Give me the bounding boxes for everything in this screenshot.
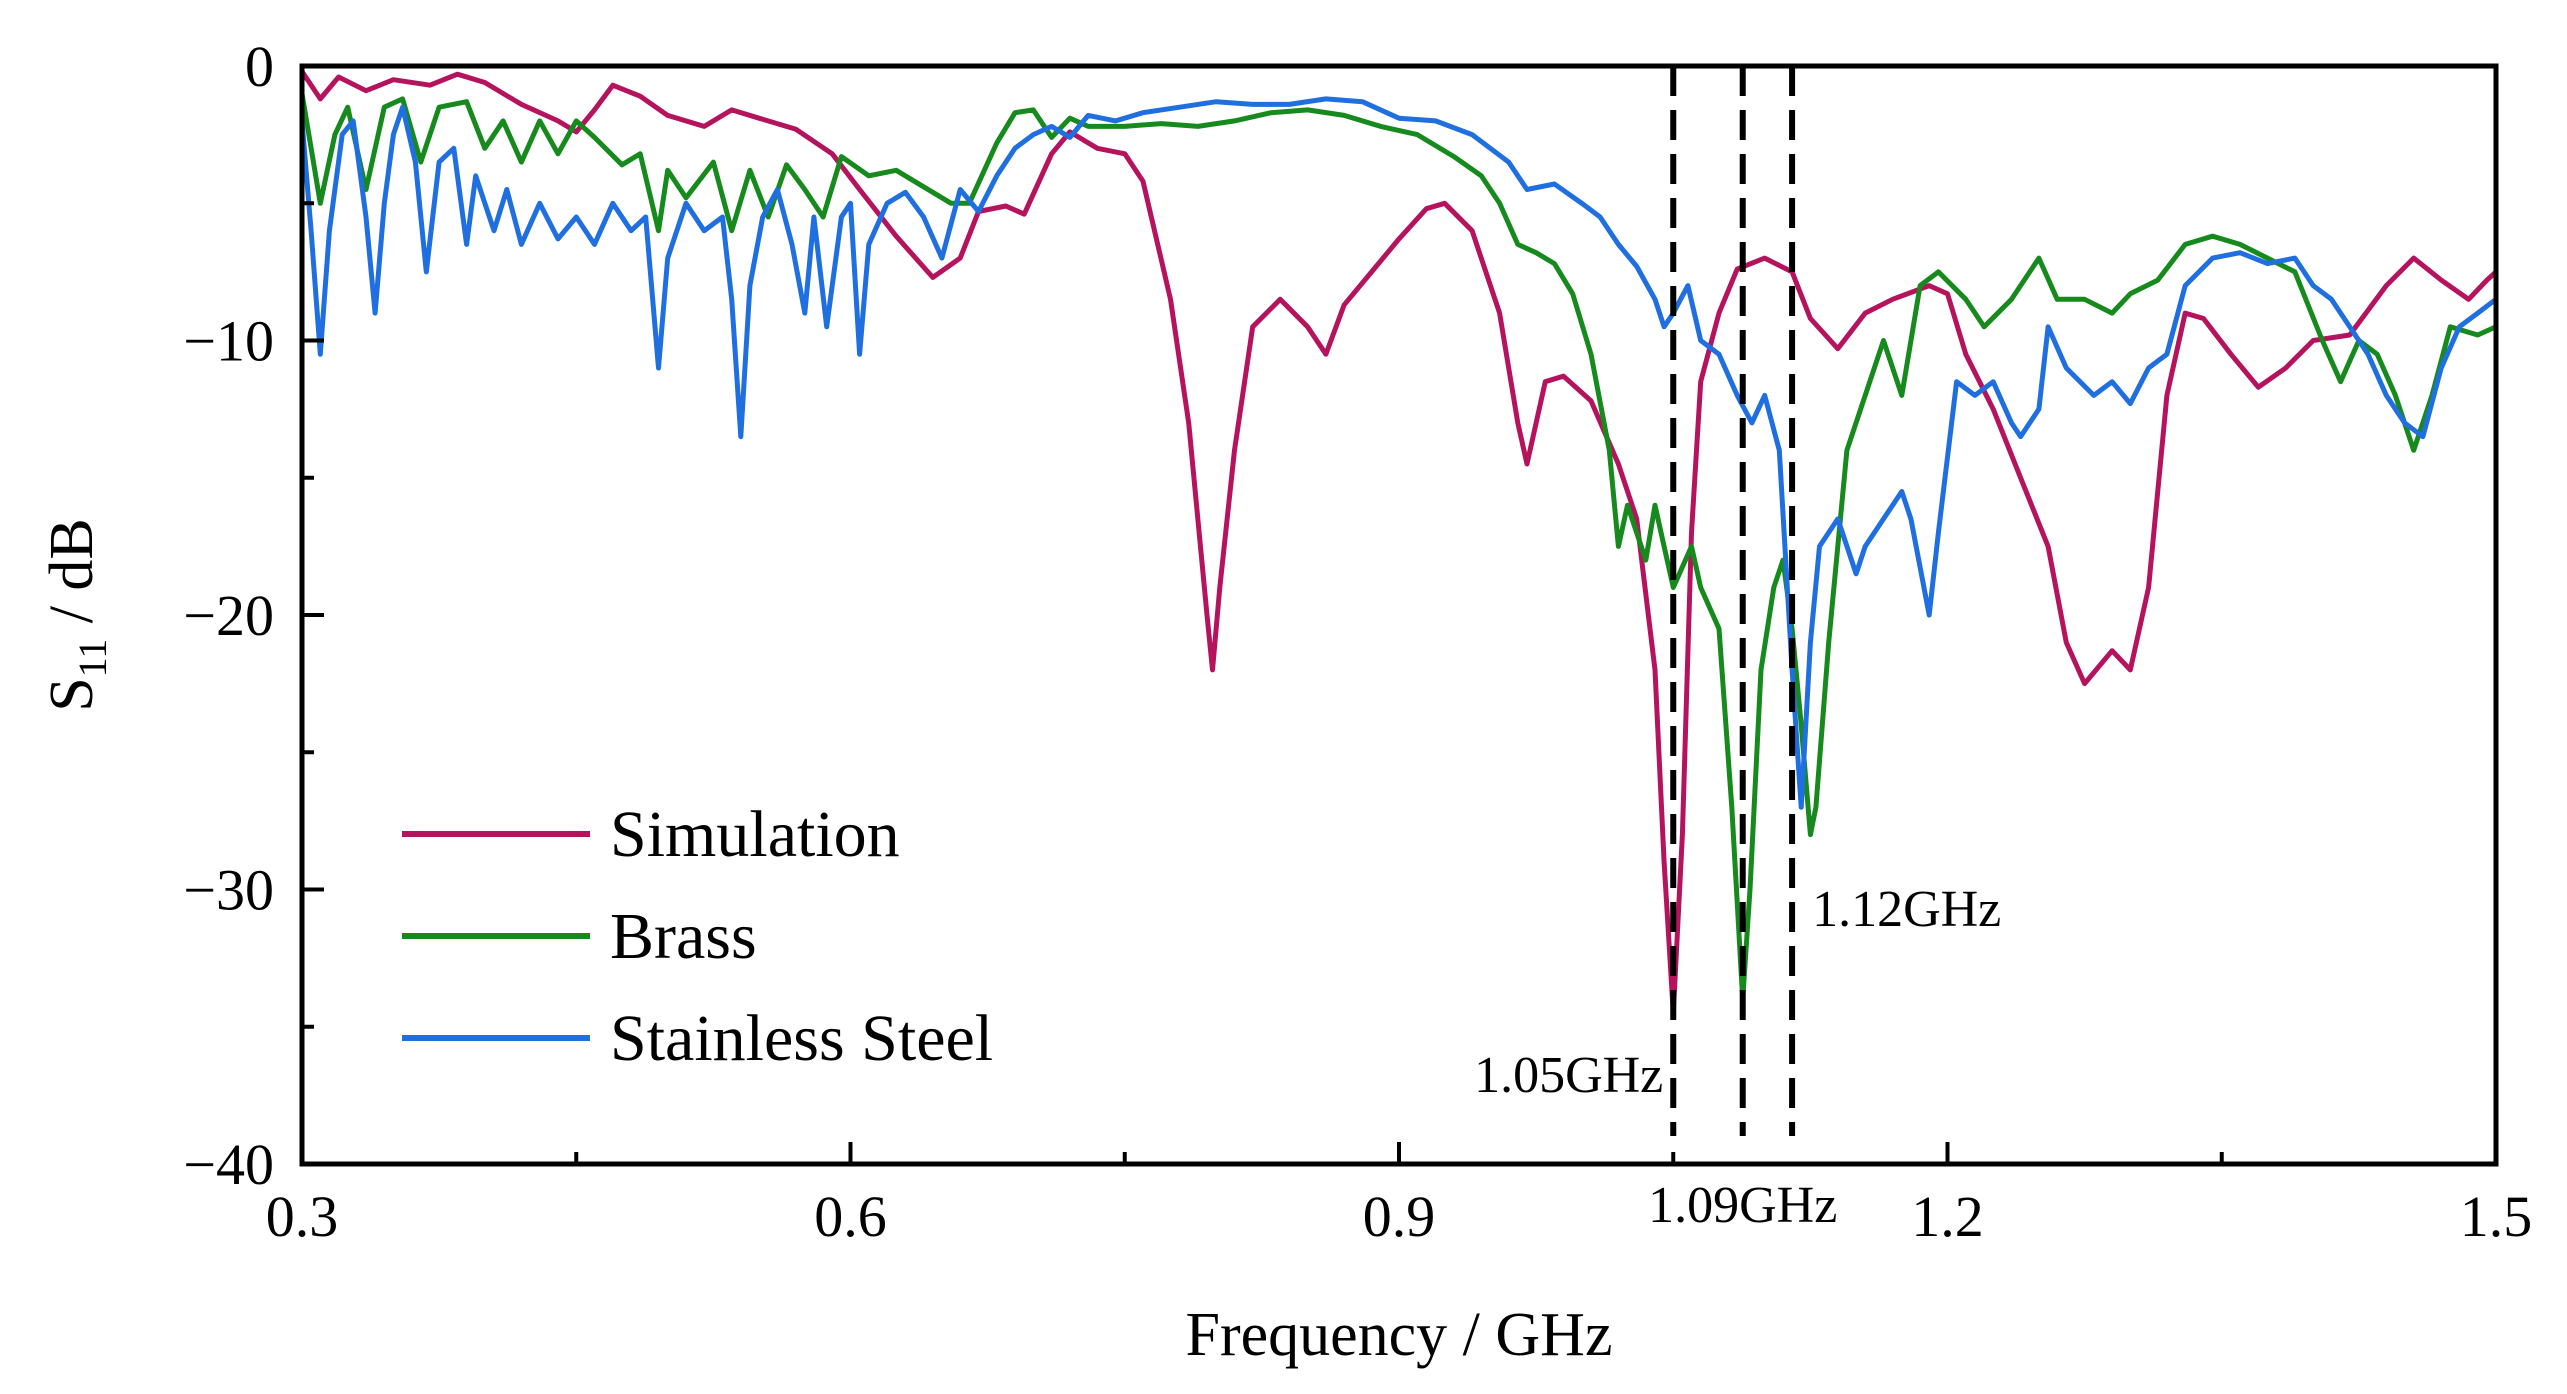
marker-label: 1.05GHz bbox=[1474, 1047, 1663, 1104]
y-tick-label: −10 bbox=[183, 309, 274, 374]
series-line-stainless-steel bbox=[302, 96, 2496, 810]
x-tick-label: 0.3 bbox=[266, 1184, 339, 1249]
legend: Simulation Brass Stainless Steel bbox=[402, 798, 993, 1075]
series-layer bbox=[302, 70, 2496, 1016]
y-axis-title-sub: 11 bbox=[70, 639, 115, 678]
y-tick-label: −30 bbox=[183, 858, 274, 923]
marker-label: 1.12GHz bbox=[1812, 881, 2001, 938]
y-axis-title-rest: / dB bbox=[38, 518, 106, 639]
y-tick-label: −20 bbox=[183, 583, 274, 648]
tick-layer: 0.3 0.6 0.9 1.2 1.5 0 −10 −20 −30 −40 bbox=[183, 34, 2532, 1249]
legend-label: Simulation bbox=[610, 798, 900, 871]
y-tick-label: 0 bbox=[245, 34, 274, 99]
series-line-simulation bbox=[302, 70, 2496, 1016]
marker-label: 1.09GHz bbox=[1648, 1177, 1837, 1234]
x-axis-title: Frequency / GHz bbox=[1186, 1301, 1613, 1369]
x-tick-label: 1.2 bbox=[1911, 1184, 1984, 1249]
legend-label: Stainless Steel bbox=[610, 1002, 993, 1075]
legend-label: Brass bbox=[610, 900, 757, 973]
y-axis-title: S11 / dB bbox=[38, 518, 115, 712]
y-tick-label: −40 bbox=[183, 1132, 274, 1197]
marker-layer: 1.05GHz 1.09GHz 1.12GHz bbox=[1474, 66, 2001, 1234]
y-axis-title-main: S bbox=[38, 677, 106, 711]
x-tick-label: 1.5 bbox=[2460, 1184, 2533, 1249]
x-tick-label: 0.9 bbox=[1363, 1184, 1436, 1249]
x-tick-label: 0.6 bbox=[814, 1184, 887, 1249]
series-line-brass bbox=[302, 93, 2496, 1002]
